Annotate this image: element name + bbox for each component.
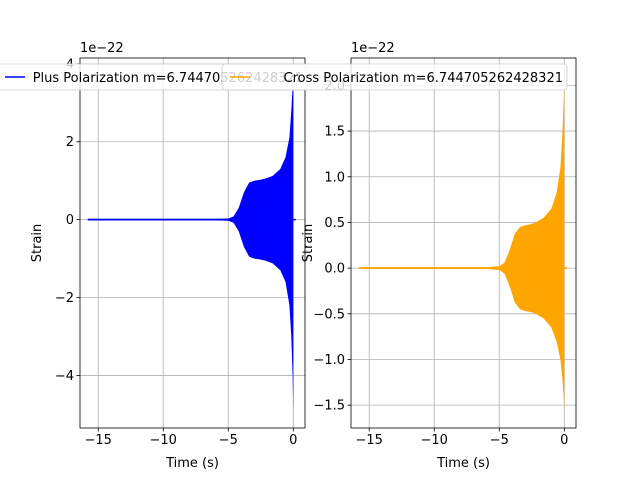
x-tick-label: 0 [560, 433, 568, 448]
x-tick-label: −5 [490, 433, 509, 448]
y-tick-label: −4 [55, 369, 74, 384]
x-axis-label: Time (s) [165, 456, 219, 471]
y-tick-label: 0.0 [324, 262, 345, 277]
x-tick-label: −15 [355, 433, 382, 448]
chart-panel-2: −15−10−50−1.5−1.0−0.50.00.51.01.52.0Time… [301, 41, 577, 471]
x-tick-label: −15 [84, 433, 111, 448]
y-tick-label: 0.5 [324, 216, 345, 231]
y-tick-label: −1.5 [313, 399, 345, 414]
y-tick-label: −0.5 [313, 307, 345, 322]
y-tick-label: 2 [66, 135, 74, 150]
axis-offset-text: 1e−22 [80, 41, 124, 56]
y-tick-label: −2 [55, 291, 74, 306]
x-tick-label: −10 [421, 433, 448, 448]
legend-label: Cross Polarization m=6.744705262428321 [284, 71, 563, 86]
series-envelope [87, 63, 294, 413]
y-tick-label: 0 [66, 213, 74, 228]
y-tick-label: 1.0 [324, 170, 345, 185]
axis-offset-text: 1e−22 [351, 41, 395, 56]
y-tick-label: −1.0 [313, 353, 345, 368]
series-envelope [358, 80, 565, 410]
legend-2: Cross Polarization m=6.744705262428321 [221, 63, 568, 91]
x-tick-label: −5 [219, 433, 238, 448]
y-axis-label: Strain [30, 224, 45, 263]
axes-frame [79, 57, 306, 429]
x-axis-label: Time (s) [436, 456, 490, 471]
x-tick-label: 0 [289, 433, 297, 448]
legend-box [221, 63, 568, 91]
y-axis-label: Strain [301, 224, 316, 263]
y-tick-label: 1.5 [324, 125, 345, 140]
axes-frame [350, 57, 577, 429]
x-tick-label: −10 [150, 433, 177, 448]
